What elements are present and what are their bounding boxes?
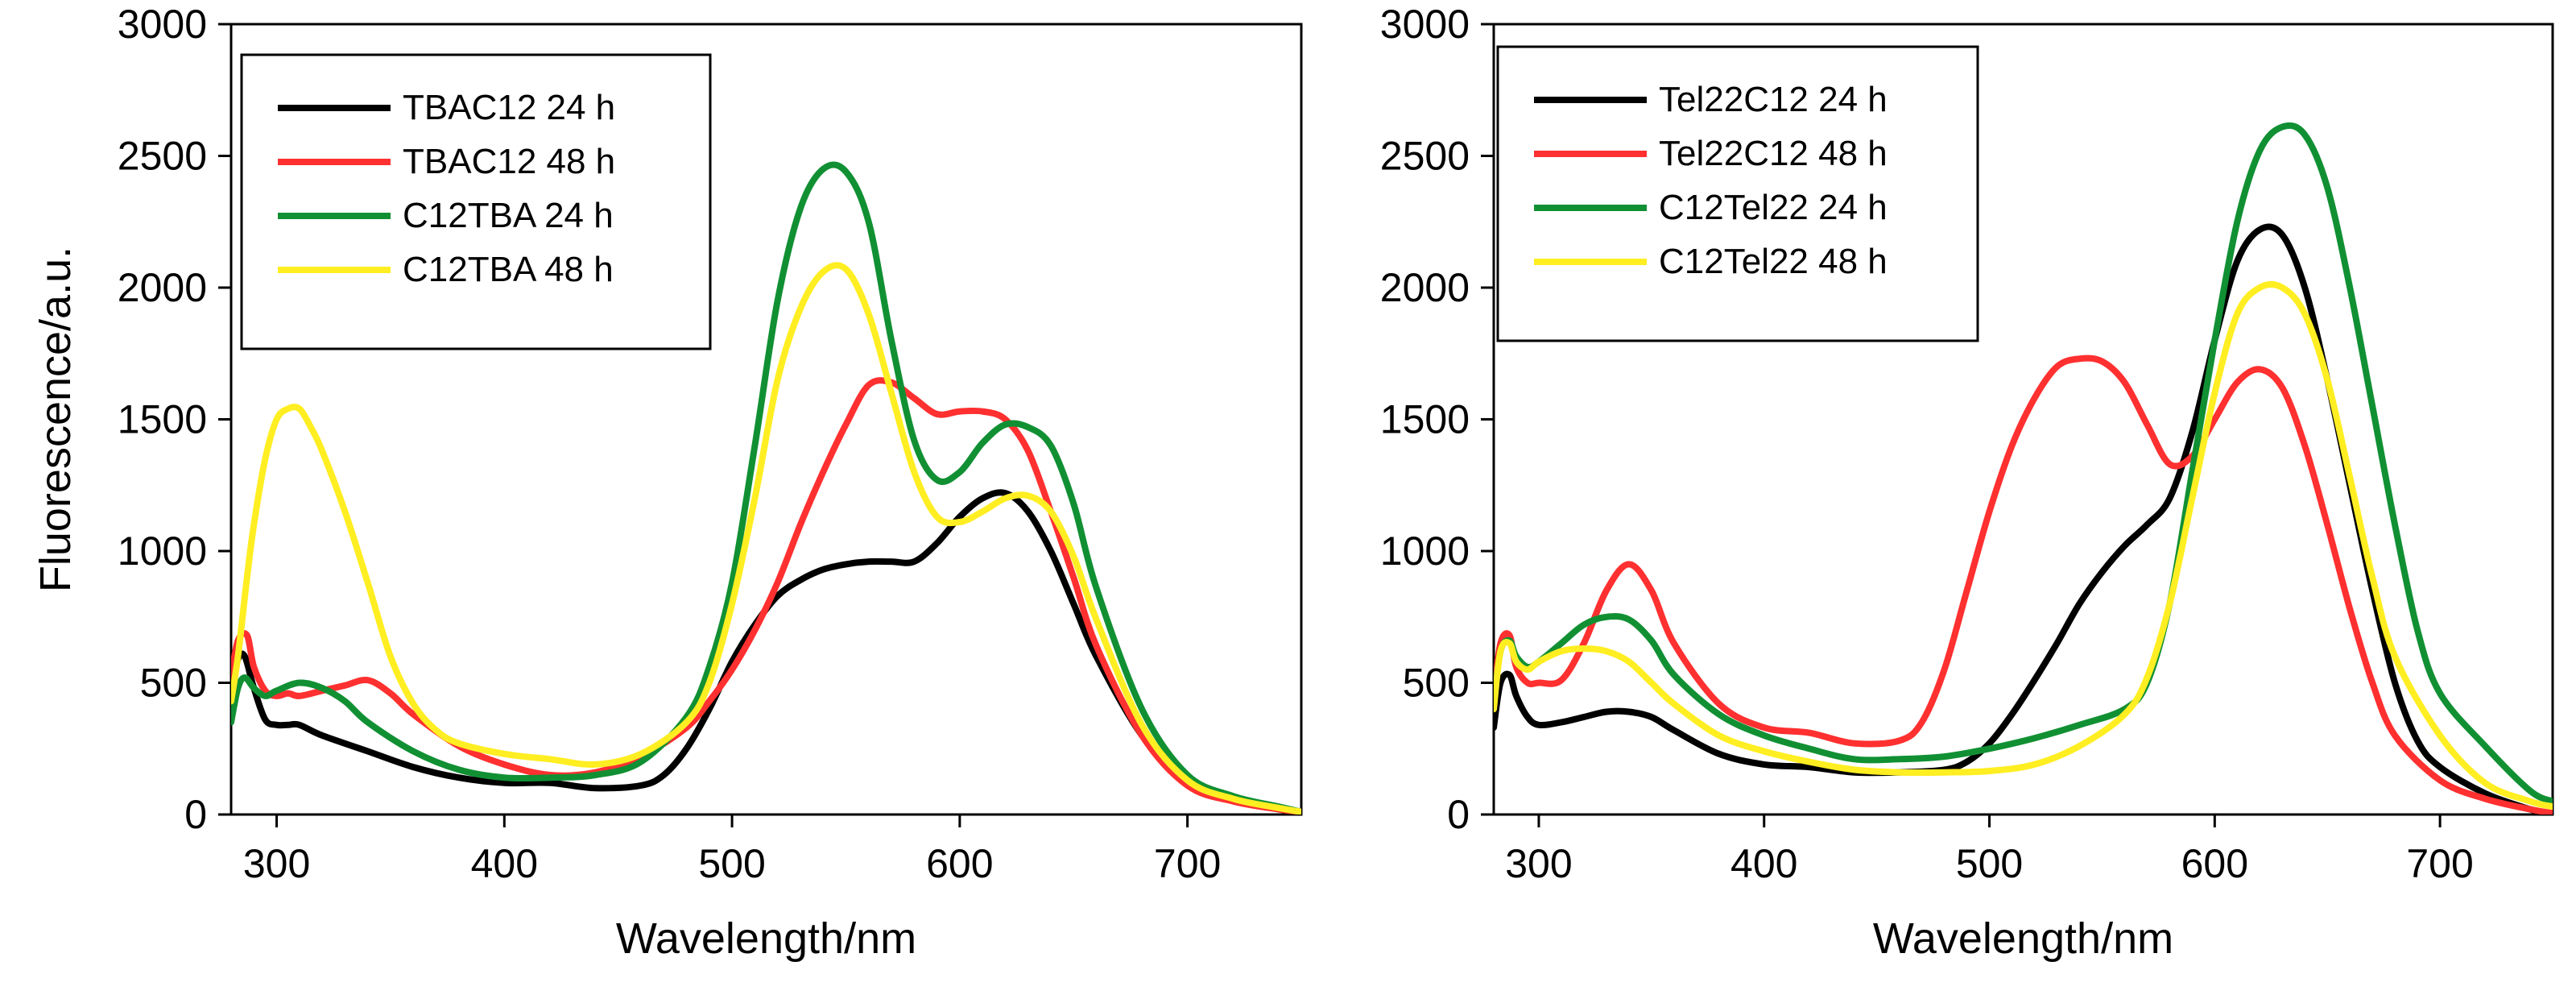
y-tick-label: 3000 — [1380, 2, 1470, 47]
series-lines — [1494, 122, 2553, 815]
y-tick-label: 1000 — [1380, 529, 1470, 574]
y-tick-label: 0 — [184, 792, 207, 837]
y-tick-label: 3000 — [118, 2, 207, 47]
x-axis-title: Wavelength/nm — [616, 914, 916, 963]
legend-label: Tel22C12 24 h — [1659, 80, 1888, 119]
x-tick-label: 500 — [698, 841, 765, 886]
y-tick-label: 2500 — [1380, 134, 1470, 179]
x-tick-label: 400 — [1730, 841, 1797, 886]
x-tick-label: 300 — [1505, 841, 1572, 886]
series-line — [1494, 354, 2553, 815]
y-axis-title: Fluorescence/a.u. — [31, 247, 80, 592]
series-line — [231, 262, 1301, 815]
x-tick-label: 700 — [1154, 841, 1221, 886]
legend-label: C12TBA 24 h — [403, 196, 614, 235]
y-tick-label: 2000 — [118, 265, 207, 310]
legend: Tel22C12 24 h Tel22C12 48 h C12Tel22 24 h C… — [1496, 45, 1979, 342]
series-line — [231, 377, 1301, 815]
y-tick-label: 1500 — [118, 397, 207, 442]
series-line — [1494, 122, 2553, 805]
x-tick-label: 600 — [2181, 841, 2248, 886]
legend-label: Tel22C12 48 h — [1659, 134, 1888, 173]
y-tick-label: 1500 — [1380, 397, 1470, 442]
x-tick-label: 300 — [243, 841, 310, 886]
legend-label: C12TBA 48 h — [403, 250, 614, 289]
legend-label: TBAC12 48 h — [403, 142, 615, 181]
x-axis-title: Wavelength/nm — [1873, 914, 2173, 963]
y-tick-label: 500 — [1403, 661, 1470, 706]
y-tick-label: 2500 — [118, 134, 207, 179]
series-line — [1494, 280, 2553, 810]
series-lines — [231, 161, 1301, 815]
legend-box — [240, 53, 712, 350]
legend-label: TBAC12 24 h — [403, 88, 615, 127]
legend-label: C12Tel22 48 h — [1659, 242, 1888, 281]
x-tick-label: 600 — [926, 841, 993, 886]
y-tick-label: 0 — [1447, 792, 1470, 837]
legend: TBAC12 24 h TBAC12 48 h C12TBA 24 h C12TBA … — [240, 53, 712, 350]
legend-label: C12Tel22 24 h — [1659, 188, 1888, 227]
y-tick-label: 2000 — [1380, 265, 1470, 310]
x-tick-label: 400 — [471, 841, 538, 886]
y-tick-label: 500 — [140, 661, 207, 706]
legend-box — [1496, 45, 1979, 342]
x-tick-label: 700 — [2406, 841, 2473, 886]
series-line — [231, 161, 1301, 815]
x-tick-label: 500 — [1956, 841, 2023, 886]
y-tick-label: 1000 — [118, 529, 207, 574]
chart-left: 300 400 500 600 700 0 500 1000 1500 2000 2500 3000 W… — [31, 2, 1303, 963]
chart-right: 300 400 500 600 700 0 500 1000 1500 2000 2500 3000 W… — [1380, 2, 2554, 963]
